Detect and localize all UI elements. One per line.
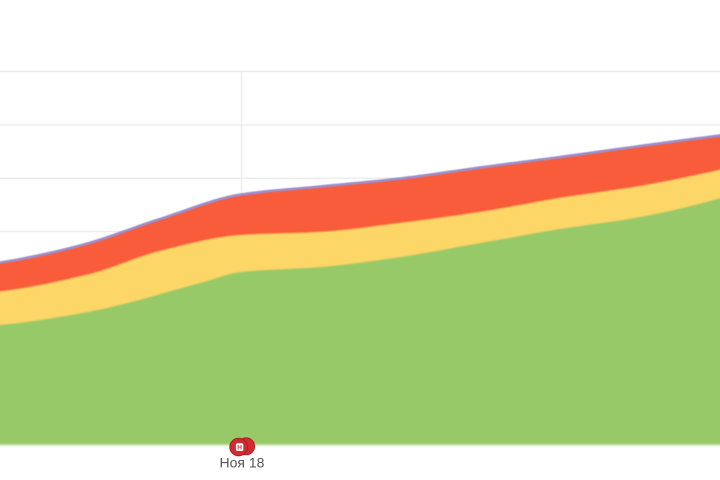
svg-text:Ноя 18: Ноя 18 — [220, 455, 265, 471]
svg-text:H: H — [237, 445, 242, 452]
